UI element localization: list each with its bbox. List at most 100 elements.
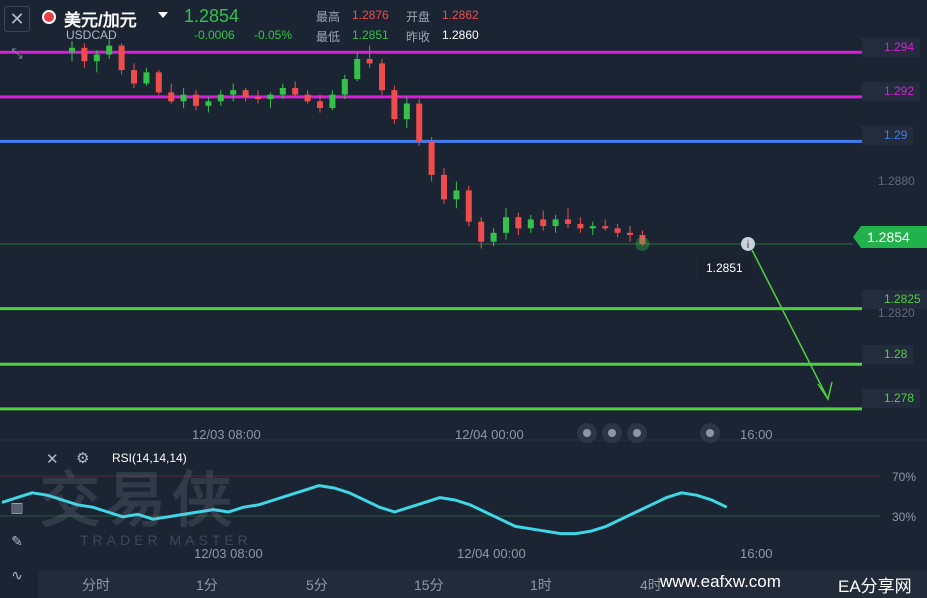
candle-body [81,47,88,62]
candle-body [242,90,249,97]
candle-body [304,94,311,102]
candle-body [453,190,460,200]
candle-body [143,72,150,84]
candle-body [627,232,633,236]
pencil-icon[interactable]: ✎ [11,532,23,549]
site-url: www.eafxw.com [660,572,781,591]
rsi-time-label: 12/03 08:00 [194,546,263,561]
timeframe-bar [38,570,927,598]
rsi-label: RSI(14,14,14) [112,451,187,465]
candle-body [441,174,447,200]
candle-body [503,217,509,233]
info-icon [741,236,755,251]
candle-body [193,94,199,106]
candle-body [577,223,584,229]
candle-body [93,54,100,62]
prev-close-label: 昨收 [406,30,431,44]
candle-body [354,58,361,80]
high-label: 最高 [316,10,341,24]
candle-body [267,94,274,100]
candle-body [255,96,261,100]
current-price-tag: 1.2854 [853,226,927,248]
candle-body [106,45,113,55]
candle-body [565,219,571,224]
candle-body [217,94,224,102]
candle-body [168,92,175,102]
arrow-head [817,381,833,401]
close-indicator-icon[interactable]: ✕ [46,451,59,468]
candle-body [639,235,646,244]
price-change: -0.0006 [194,28,235,42]
zoom-out-button[interactable] [577,423,597,443]
candle-body [465,190,472,222]
tab-4hour[interactable]: 4时 [640,577,662,593]
level-tag-12825[interactable]: 1.2825 [862,290,927,309]
candle-body [589,226,596,229]
candle-body [118,45,125,71]
price-axis-tick: 1.2880 [878,174,915,188]
candle-body [341,79,348,95]
tab-timeshare[interactable]: 分时 [82,577,110,593]
level-tag-128[interactable]: 1.28 [862,345,914,364]
candle-body [428,141,435,175]
candle-body [527,219,534,229]
price-change-pct: -0.05% [254,28,293,42]
candle-body [602,226,609,229]
tab-5min[interactable]: 5分 [306,577,328,593]
tab-1hour[interactable]: 1时 [530,577,552,593]
zoom-in-button[interactable] [627,423,647,443]
watermark-logo: 交易侠 [40,467,238,534]
candle-body [490,232,497,242]
candle-body [279,87,286,95]
tab-1min[interactable]: 1分 [196,577,218,593]
candle-body [366,58,373,64]
level-tag-1278[interactable]: 1.278 [862,389,921,408]
last-price: 1.2854 [184,6,240,26]
candlestick-icon[interactable]: ▥ [10,498,24,515]
candle-body [403,103,410,120]
candle-body [329,94,336,108]
low-value: 1.2851 [352,28,389,42]
wave-icon[interactable]: ∿ [11,566,23,583]
level-tag-1292[interactable]: 1.292 [862,82,921,101]
candle-body [292,87,299,95]
candle-body [416,103,423,142]
caret-down-icon[interactable] [158,12,168,18]
candle-body [180,94,187,102]
rsi-line [1,484,728,536]
reset-button[interactable] [602,423,622,443]
time-axis-label: 12/04 00:00 [455,427,524,442]
info-glyph: i [747,240,749,251]
canada-flag-icon [42,10,56,24]
price-tooltip: 1.2851 [698,256,751,280]
prev-close-value: 1.2860 [442,28,479,42]
rsi-time-label: 12/04 00:00 [457,546,526,561]
open-value: 1.2862 [442,8,479,22]
candle-body [230,90,237,95]
candle-body [614,228,621,233]
rsi-level-70: 70% [892,470,917,484]
candle-body [205,101,212,106]
candle-body [317,101,323,108]
close-icon[interactable]: ✕ [4,6,30,32]
candle-body [131,70,137,84]
candle-body [540,219,547,227]
rsi-time-label: 16:00 [740,546,773,561]
symbol-name[interactable]: 美元/加元 [64,11,137,30]
candle-body [155,72,162,93]
expand-icon[interactable]: ⤡ [11,44,23,61]
price-axis-tick: 1.2820 [878,306,915,320]
level-tag-129[interactable]: 1.29 [862,126,914,145]
open-label: 开盘 [406,10,431,24]
tab-15min[interactable]: 15分 [414,577,444,593]
candle-body [478,221,485,242]
last-price-glow [635,236,650,251]
scroll-latest-button[interactable] [700,423,720,443]
level-tag-1294[interactable]: 1.294 [862,38,921,57]
gear-icon[interactable]: ⚙ [76,450,90,467]
candle-body [515,217,522,229]
candle-body [69,47,75,53]
watermark-subtitle: TRADER MASTER [80,532,252,548]
time-axis-label: 12/03 08:00 [192,427,261,442]
